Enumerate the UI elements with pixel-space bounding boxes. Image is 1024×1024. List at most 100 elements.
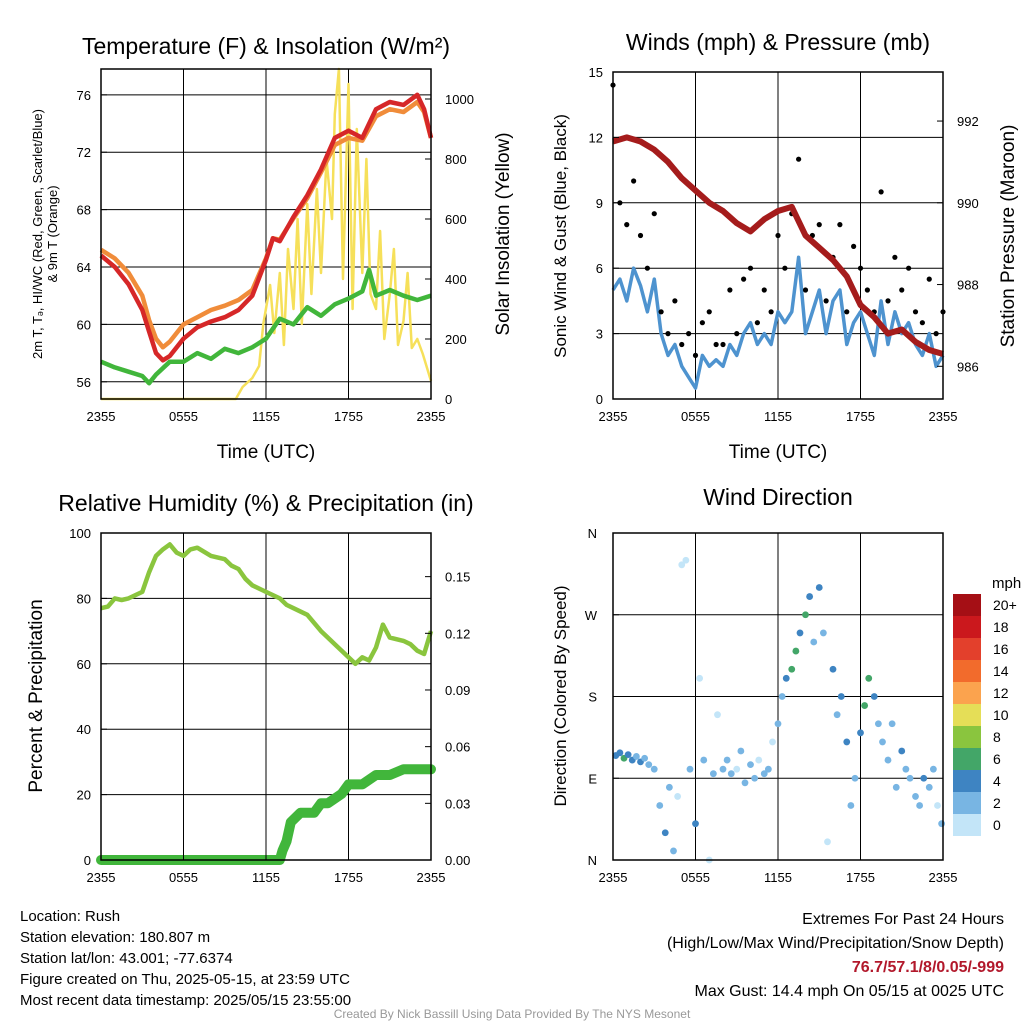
temp-ylabel-left-2: & 9m T (Orange) [45, 185, 60, 282]
temp-ylabel-right: Solar Insolation (Yellow) [493, 132, 514, 335]
y-tick-label: 200 [445, 332, 467, 347]
temp-series [99, 67, 434, 401]
direction-point [616, 749, 624, 757]
legend-swatch [953, 792, 981, 814]
winds-xlabel: Time (UTC) [729, 442, 828, 463]
x-tick-label: 2355 [929, 870, 958, 885]
direction-point [884, 756, 892, 764]
legend-swatch [953, 682, 981, 704]
x-tick-label: 2355 [417, 870, 446, 885]
gust-point [651, 211, 657, 217]
y-tick-label: 9 [596, 196, 603, 211]
direction-point [861, 702, 869, 709]
gust-point [617, 200, 623, 206]
y-tick-label: 990 [957, 196, 979, 211]
legend-swatch [953, 726, 981, 748]
y-tick-label: 60 [77, 657, 91, 672]
direction-point [929, 765, 937, 773]
legend-swatch [953, 814, 981, 836]
x-tick-label: 0555 [169, 409, 198, 424]
legend-label: 10 [993, 707, 1009, 723]
gust-point [878, 189, 884, 195]
direction-point [906, 774, 914, 782]
temp-title: Temperature (F) & Insolation (W/m²) [82, 33, 450, 59]
station-info: Location: Rush Station elevation: 180.80… [20, 906, 351, 1011]
x-tick-label: 0555 [169, 870, 198, 885]
direction-point [641, 754, 649, 762]
direction-point [714, 711, 721, 719]
wdir-legend: 20+ 18 16 14 12 10 8 6 4 2 0 [953, 594, 1017, 836]
y-tick-label: 0 [596, 392, 603, 407]
direction-point [661, 829, 669, 837]
gust-point [720, 341, 726, 348]
y-tick-label: 3 [596, 327, 603, 342]
y-tick-label: S [588, 690, 597, 705]
x-tick-label: 1155 [252, 409, 280, 424]
direction-point [760, 770, 768, 778]
direction-point [920, 774, 928, 782]
y-tick-label: 0.03 [445, 796, 470, 811]
y-tick-label: 0.15 [445, 570, 470, 585]
figure-created: Figure created on Thu, 2025-05-15, at 23… [20, 971, 350, 988]
y-tick-label: 60 [77, 317, 91, 332]
direction-point [709, 770, 717, 778]
gust-point [899, 287, 905, 293]
y-tick-label: 0 [84, 853, 91, 868]
y-tick-label: 15 [589, 65, 603, 80]
legend-swatch [953, 748, 981, 770]
series-precipitation [96, 764, 436, 865]
legend-swatch [953, 616, 981, 638]
y-tick-label: 986 [957, 359, 979, 374]
direction-point [870, 693, 878, 700]
y-tick-label: 800 [445, 152, 467, 167]
direction-point [665, 783, 673, 791]
temp-ylabel-left-1: 2m T, Tₔ, HI/WC (Red, Green, Scarlet/Blu… [30, 109, 45, 359]
temp-ticks: 2355 0555 1155 1755 2355 56 60 64 68 72 76 0 200 400 6… [77, 88, 474, 424]
x-tick-label: 1755 [846, 870, 875, 885]
y-tick-label: E [588, 771, 597, 786]
direction-point [865, 674, 873, 682]
panel-winds: Winds (mph) & Pressure (mb) 2355 0555 1155… [551, 29, 1019, 463]
gust-point [933, 331, 939, 337]
y-tick-label: 100 [69, 526, 91, 541]
direction-point [678, 561, 686, 569]
direction-point [764, 765, 772, 773]
wdir-title: Wind Direction [703, 484, 853, 510]
direction-point [806, 593, 814, 600]
rh-series [96, 542, 436, 865]
direction-point [692, 820, 699, 828]
legend-label: 14 [993, 663, 1009, 679]
direction-point [829, 665, 837, 673]
direction-point [670, 847, 677, 855]
gust-point [631, 178, 637, 184]
wdir-series [612, 556, 946, 864]
series-pressure [612, 134, 944, 357]
direction-point [774, 720, 782, 728]
legend-label: 4 [993, 773, 1001, 789]
gust-point [892, 254, 898, 260]
y-tick-label: 992 [957, 114, 979, 129]
y-tick-label: 0.09 [445, 683, 470, 698]
gust-point [734, 331, 740, 337]
gust-point [699, 320, 705, 326]
x-tick-label: 1755 [334, 870, 363, 885]
legend-swatch [953, 660, 981, 682]
legend-label: 12 [993, 685, 1009, 701]
y-tick-label: N [588, 526, 597, 541]
direction-point [912, 793, 919, 800]
legend-label: 18 [993, 619, 1009, 635]
y-tick-label: 6 [596, 261, 603, 276]
gust-point [857, 265, 864, 271]
legend-label: 16 [993, 641, 1009, 657]
direction-point [925, 783, 933, 791]
direction-point [741, 779, 749, 787]
legend-label: 2 [993, 795, 1001, 811]
series-sonic-wind [611, 255, 945, 390]
x-tick-label: 0555 [681, 870, 710, 885]
x-tick-label: 2355 [929, 409, 958, 424]
legend-swatch [953, 770, 981, 792]
gust-point [906, 265, 912, 271]
gust-point [761, 287, 767, 293]
